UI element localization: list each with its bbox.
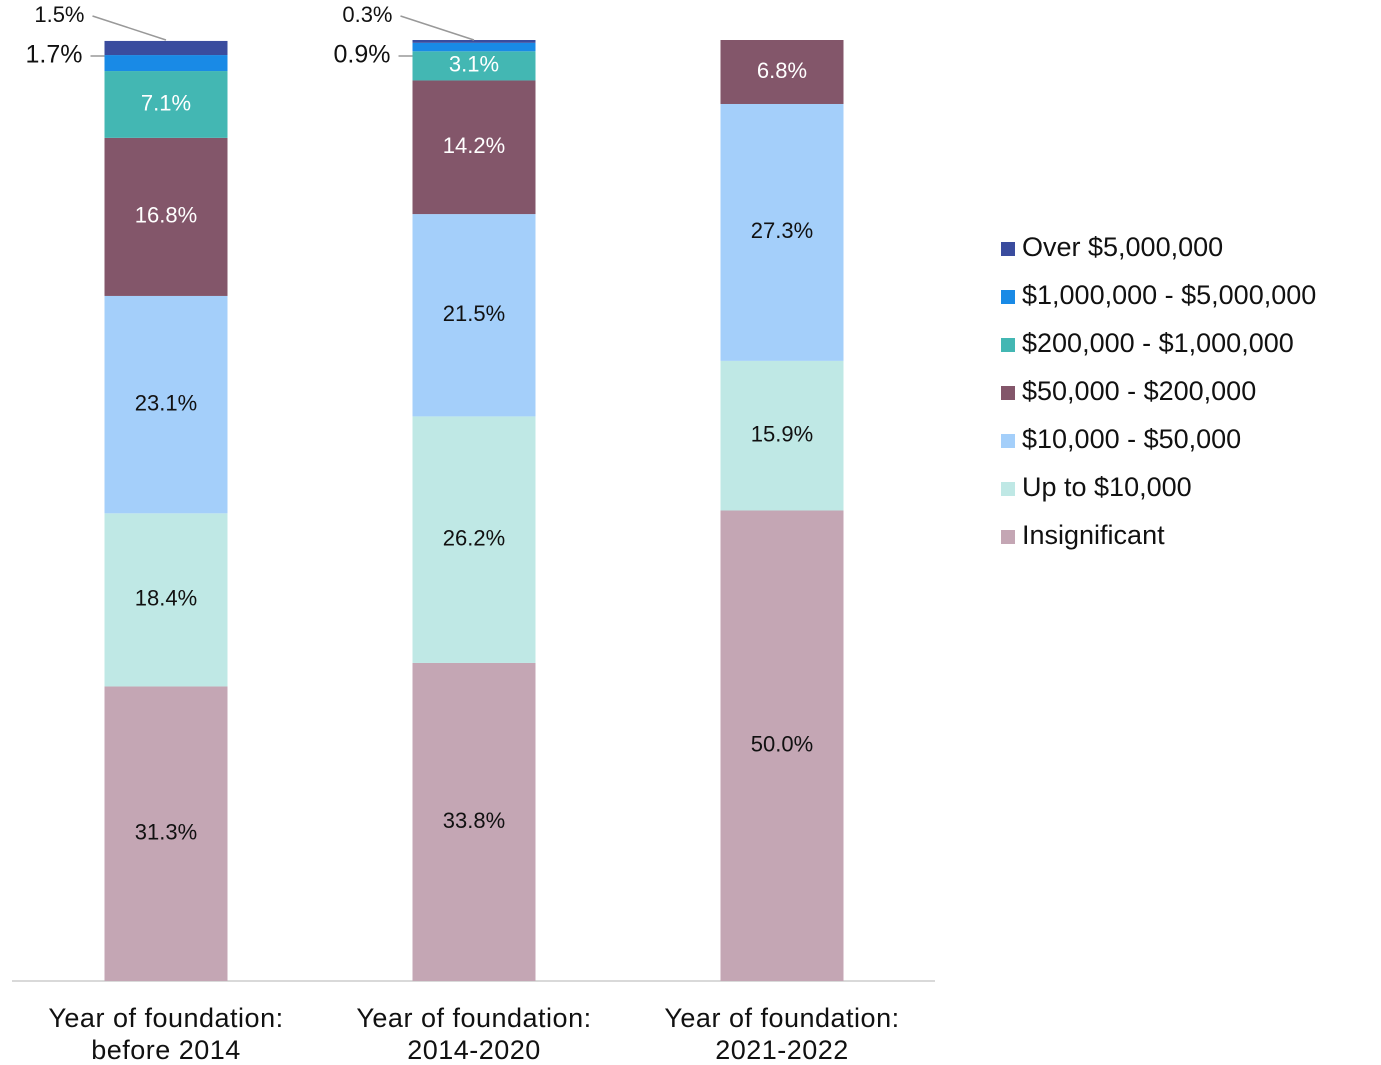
data-label: 1.7% bbox=[26, 41, 83, 69]
legend-label: $10,000 - $50,000 bbox=[1022, 424, 1241, 454]
data-label: 26.2% bbox=[443, 525, 505, 550]
bar-segment bbox=[412, 51, 536, 81]
bar-segment bbox=[104, 137, 228, 296]
legend-swatch bbox=[1001, 242, 1015, 256]
data-label: 33.8% bbox=[443, 808, 505, 833]
legend-swatch bbox=[1001, 434, 1015, 448]
bar-segment bbox=[720, 360, 844, 511]
data-label: 0.3% bbox=[342, 2, 392, 27]
legend-label: $1,000,000 - $5,000,000 bbox=[1022, 280, 1316, 310]
data-label: 15.9% bbox=[751, 422, 813, 447]
data-label: 16.8% bbox=[135, 203, 197, 228]
leader-line bbox=[400, 15, 475, 41]
leader-line bbox=[92, 15, 167, 41]
x-tick-label: Year of foundation: before 2014 bbox=[48, 1003, 284, 1065]
data-label: 6.8% bbox=[757, 58, 807, 83]
x-tick-label: Year of foundation: 2021-2022 bbox=[664, 1003, 900, 1065]
bar-segment bbox=[412, 416, 536, 663]
bar-segment bbox=[104, 295, 228, 514]
data-label: 7.1% bbox=[141, 90, 191, 115]
legend-label: Insignificant bbox=[1022, 520, 1165, 550]
bar-segment bbox=[720, 40, 844, 104]
bar-segment bbox=[412, 80, 536, 215]
bar-segment bbox=[104, 55, 228, 72]
legend-swatch bbox=[1001, 290, 1015, 304]
bar-segment bbox=[104, 40, 228, 56]
legend-label: Up to $10,000 bbox=[1022, 472, 1192, 502]
legend-label: $200,000 - $1,000,000 bbox=[1022, 328, 1294, 358]
bar-segment bbox=[104, 686, 228, 981]
legend-swatch bbox=[1001, 386, 1015, 400]
legend-label: $50,000 - $200,000 bbox=[1022, 376, 1256, 406]
legend-swatch bbox=[1001, 482, 1015, 496]
data-label: 0.9% bbox=[334, 41, 391, 69]
bar-segment bbox=[412, 214, 536, 417]
bar-segment bbox=[104, 71, 228, 138]
bar-segment bbox=[720, 103, 844, 361]
bar-segment bbox=[412, 40, 536, 43]
data-label: 27.3% bbox=[751, 218, 813, 243]
data-label: 31.3% bbox=[135, 820, 197, 845]
bar-segment bbox=[412, 662, 536, 981]
data-label: 21.5% bbox=[443, 301, 505, 326]
data-label: 23.1% bbox=[135, 390, 197, 415]
legend-swatch bbox=[1001, 530, 1015, 544]
data-label: 14.2% bbox=[443, 133, 505, 158]
data-label: 1.5% bbox=[34, 2, 84, 27]
legend-swatch bbox=[1001, 338, 1015, 352]
bar-segment bbox=[104, 513, 228, 687]
data-label: 50.0% bbox=[751, 732, 813, 757]
data-label: 18.4% bbox=[135, 586, 197, 611]
bar-segment bbox=[412, 42, 536, 52]
data-label: 3.1% bbox=[449, 52, 499, 77]
x-tick-label: Year of foundation: 2014-2020 bbox=[356, 1003, 592, 1065]
legend-label: Over $5,000,000 bbox=[1022, 232, 1223, 262]
bar-segment bbox=[720, 510, 844, 981]
